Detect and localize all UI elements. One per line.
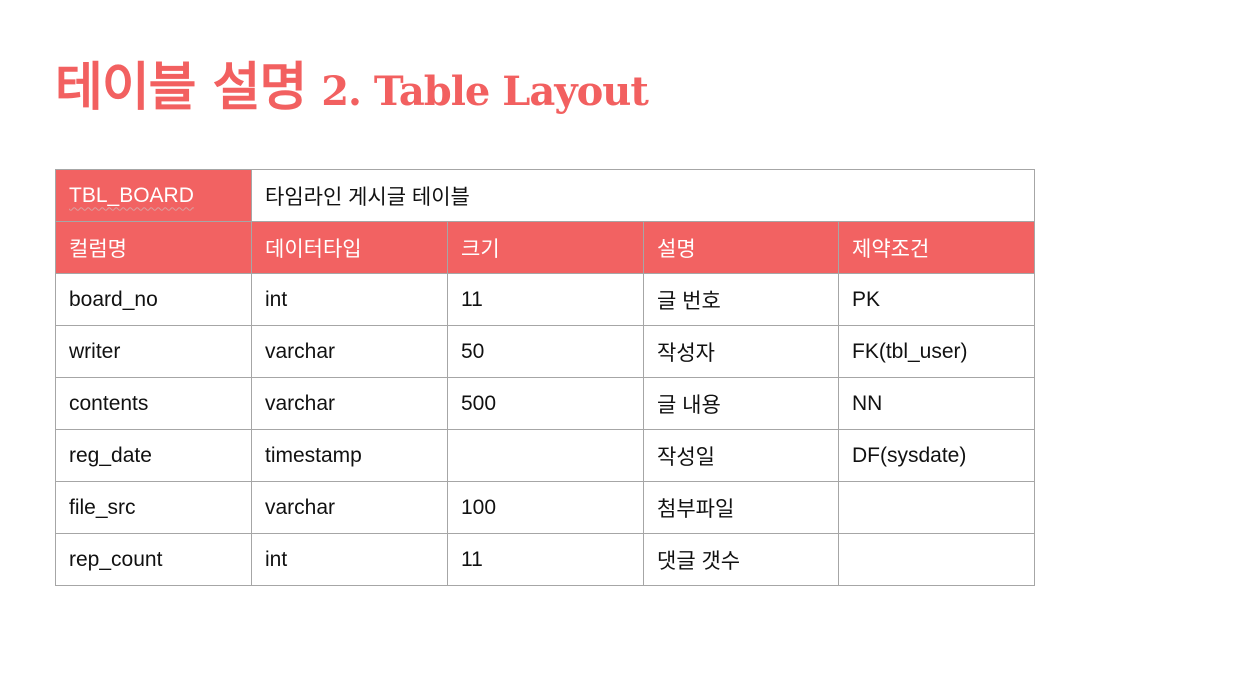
cell-size <box>447 429 644 482</box>
table-row: contents varchar 500 글 내용 NN <box>55 377 1035 430</box>
cell-description: 첨부파일 <box>643 481 839 534</box>
cell-column-name: rep_count <box>55 533 252 586</box>
header-description: 설명 <box>643 221 839 274</box>
cell-size: 500 <box>447 377 644 430</box>
slide-title: 테이블 설명 2. Table Layout <box>55 62 649 115</box>
cell-description: 글 번호 <box>643 273 839 326</box>
table-layout: TBL_BOARD 타임라인 게시글 테이블 컬럼명 데이터타입 크기 설명 제… <box>55 169 1035 586</box>
cell-constraint: DF(sysdate) <box>838 429 1035 482</box>
cell-data-type: int <box>251 533 448 586</box>
cell-constraint: PK <box>838 273 1035 326</box>
header-row: 컬럼명 데이터타입 크기 설명 제약조건 <box>55 221 1035 274</box>
cell-constraint <box>838 533 1035 586</box>
cell-description: 작성일 <box>643 429 839 482</box>
cell-data-type: varchar <box>251 481 448 534</box>
cell-data-type: int <box>251 273 448 326</box>
cell-size: 100 <box>447 481 644 534</box>
cell-column-name: contents <box>55 377 252 430</box>
table-name-cell: TBL_BOARD <box>55 169 252 222</box>
cell-data-type: timestamp <box>251 429 448 482</box>
cell-column-name: file_src <box>55 481 252 534</box>
table-name: TBL_BOARD <box>69 183 194 207</box>
header-column-name: 컬럼명 <box>55 221 252 274</box>
cell-constraint: FK(tbl_user) <box>838 325 1035 378</box>
cell-size: 50 <box>447 325 644 378</box>
cell-constraint: NN <box>838 377 1035 430</box>
table-row: reg_date timestamp 작성일 DF(sysdate) <box>55 429 1035 482</box>
cell-data-type: varchar <box>251 377 448 430</box>
header-data-type: 데이터타입 <box>251 221 448 274</box>
cell-column-name: board_no <box>55 273 252 326</box>
table-row: rep_count int 11 댓글 갯수 <box>55 533 1035 586</box>
title-korean: 테이블 설명 <box>55 58 307 118</box>
header-size: 크기 <box>447 221 644 274</box>
table-name-row: TBL_BOARD 타임라인 게시글 테이블 <box>55 169 1035 222</box>
cell-size: 11 <box>447 273 644 326</box>
cell-description: 댓글 갯수 <box>643 533 839 586</box>
table-row: board_no int 11 글 번호 PK <box>55 273 1035 326</box>
cell-column-name: writer <box>55 325 252 378</box>
cell-description: 글 내용 <box>643 377 839 430</box>
table-row: writer varchar 50 작성자 FK(tbl_user) <box>55 325 1035 378</box>
cell-size: 11 <box>447 533 644 586</box>
cell-constraint <box>838 481 1035 534</box>
header-constraint: 제약조건 <box>838 221 1035 274</box>
table-description: 타임라인 게시글 테이블 <box>251 169 1035 222</box>
cell-column-name: reg_date <box>55 429 252 482</box>
cell-data-type: varchar <box>251 325 448 378</box>
table-row: file_src varchar 100 첨부파일 <box>55 481 1035 534</box>
title-english: 2. Table Layout <box>321 68 649 115</box>
cell-description: 작성자 <box>643 325 839 378</box>
